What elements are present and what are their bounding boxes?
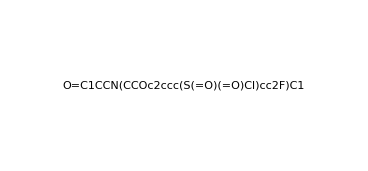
Text: O=C1CCN(CCOc2ccc(S(=O)(=O)Cl)cc2F)C1: O=C1CCN(CCOc2ccc(S(=O)(=O)Cl)cc2F)C1 — [63, 81, 305, 90]
